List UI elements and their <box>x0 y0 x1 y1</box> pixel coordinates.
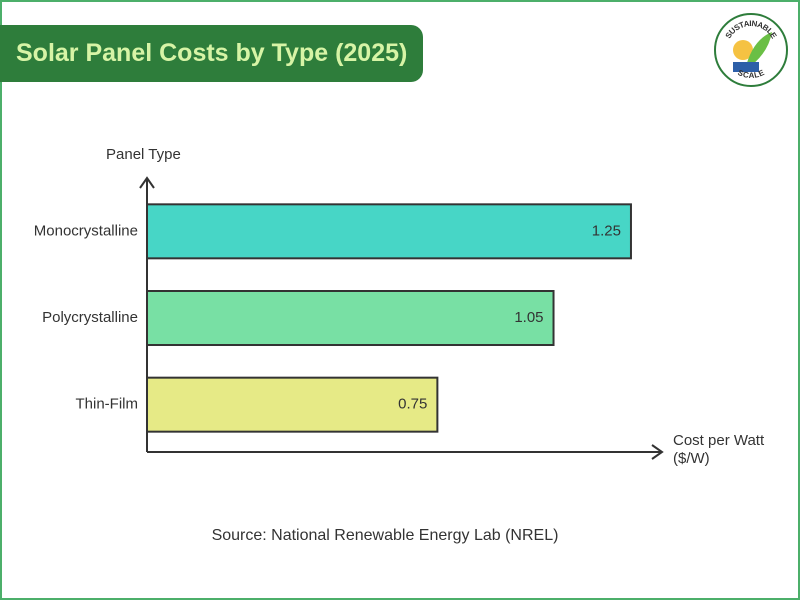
logo-text: SCALE <box>736 68 766 80</box>
bar <box>146 290 555 346</box>
x-axis-label: Cost per Watt ($/W) <box>673 432 765 467</box>
x-axis <box>147 444 664 460</box>
source-note: Source: National Renewable Energy Lab (N… <box>211 527 559 544</box>
y-tick-label: Thin-Film <box>76 396 139 413</box>
y-tick-label: Polycrystalline <box>42 309 138 326</box>
logo-panel <box>733 62 759 72</box>
value-label: 1.25 <box>592 222 621 239</box>
value-label: 0.75 <box>398 396 427 413</box>
bar <box>146 376 439 433</box>
bar <box>146 203 632 260</box>
chart-title: Solar Panel Costs by Type (2025) <box>0 25 424 82</box>
logo-sun <box>733 40 753 60</box>
logo: SUSTAINABLE SCALE <box>714 13 788 87</box>
y-tick-label: Monocrystalline <box>34 222 138 239</box>
logo-leaf <box>745 32 772 70</box>
logo-text-bottom: SCALE <box>736 68 766 80</box>
value-label: 1.05 <box>514 309 543 326</box>
y-axis-label: Panel Type <box>106 146 181 163</box>
